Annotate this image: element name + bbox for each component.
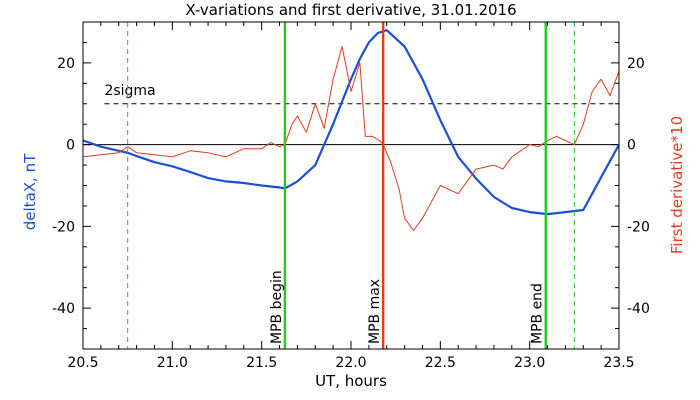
x-tick-label: 20.5 — [67, 355, 98, 371]
chart-title: X-variations and first derivative, 31.01… — [185, 1, 516, 19]
y-tick-label-right: -20 — [627, 219, 650, 235]
y-tick-label-left: 0 — [66, 138, 75, 154]
y-tick-label-left: -40 — [52, 301, 75, 317]
y-tick-label-right: 20 — [627, 56, 645, 72]
y-tick-label-left: -20 — [52, 219, 75, 235]
y-tick-label-left: 20 — [57, 56, 75, 72]
x-tick-label: 23.0 — [514, 355, 545, 371]
y-tick-label-right: -40 — [627, 301, 650, 317]
deltax-series-line — [83, 29, 619, 216]
marker-label-mpb-end: MPB end — [530, 283, 546, 344]
marker-label-mpb-begin: MPB begin — [269, 270, 285, 344]
y-axis-title-left: deltaX, nT — [21, 153, 39, 230]
plot-frame — [82, 21, 620, 350]
derivative-series-line — [83, 46, 619, 231]
y-tick-label-right: 0 — [627, 138, 636, 154]
x-tick-label: 21.0 — [157, 355, 188, 371]
y-axis-title-right: First derivative*10 — [668, 116, 686, 254]
x-tick-label: 23.5 — [603, 355, 634, 371]
x-axis-title: UT, hours — [315, 372, 387, 390]
threshold-label: 2sigma — [104, 83, 155, 99]
plot-area: 2sigma 20.5 21.0 21.5 22.0 22.5 23.0 23.5 -40 -20… — [52, 21, 650, 371]
x-tick-label: 22.5 — [425, 355, 456, 371]
marker-label-mpb-max: MPB max — [367, 279, 383, 344]
x-tick-label: 22.0 — [335, 355, 366, 371]
x-tick-label: 21.5 — [246, 355, 277, 371]
